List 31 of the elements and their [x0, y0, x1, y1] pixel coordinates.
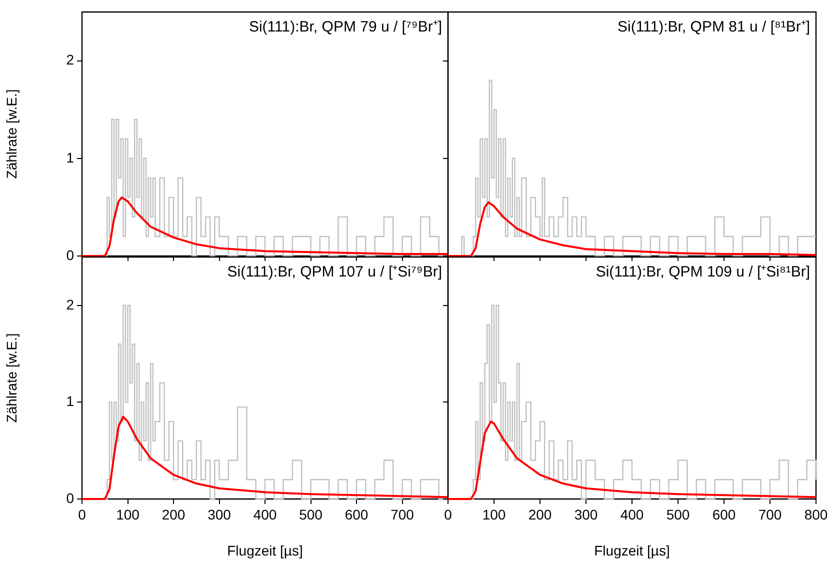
- x-tick-label: 300: [208, 506, 232, 522]
- x-tick-label: 400: [253, 506, 277, 522]
- x-tick-label: 600: [712, 506, 736, 522]
- x-tick-label: 600: [344, 506, 368, 522]
- x-tick-label: 400: [620, 506, 644, 522]
- x-axis-title: Flugzeit [µs]: [594, 542, 670, 558]
- y-tick-label: 2: [66, 52, 74, 68]
- x-tick-label: 700: [390, 506, 414, 522]
- x-tick-label: 100: [482, 506, 506, 522]
- x-tick-label: 100: [116, 506, 140, 522]
- y-tick-label: 1: [66, 393, 74, 410]
- x-tick-label: 200: [162, 506, 186, 522]
- y-tick-label: 2: [66, 296, 74, 312]
- y-tick-label: 0: [66, 246, 74, 263]
- x-tick-label: 0: [78, 506, 86, 522]
- x-axis-title: Flugzeit [µs]: [227, 542, 303, 558]
- x-tick-label: 0: [444, 506, 452, 522]
- text: Si(111):Br, QPM 107 u / [⁺Si⁷⁹Br]: [227, 264, 442, 281]
- y-tick-label: 1: [66, 149, 74, 166]
- x-tick-label: 500: [299, 506, 323, 522]
- x-tick-label: 700: [758, 506, 782, 522]
- y-axis-title: Zählrate [w.E.]: [3, 89, 20, 179]
- text: Si(111):Br, QPM 109 u / [⁺Si⁸¹Br]: [596, 264, 810, 281]
- x-tick-label: 500: [666, 506, 690, 522]
- y-axis-title: Zählrate [w.E.]: [3, 333, 20, 423]
- x-tick-label: 800: [804, 506, 828, 522]
- x-tick-label: 200: [528, 506, 552, 522]
- chart-title: Si(111):Br, QPM 81 u / [⁸¹Br⁺]: [618, 18, 810, 36]
- chart-title: Si(111):Br, QPM 79 u / [⁷⁹Br⁺]: [248, 18, 442, 36]
- x-tick-label: 300: [574, 506, 598, 522]
- y-tick-label: 0: [66, 490, 74, 506]
